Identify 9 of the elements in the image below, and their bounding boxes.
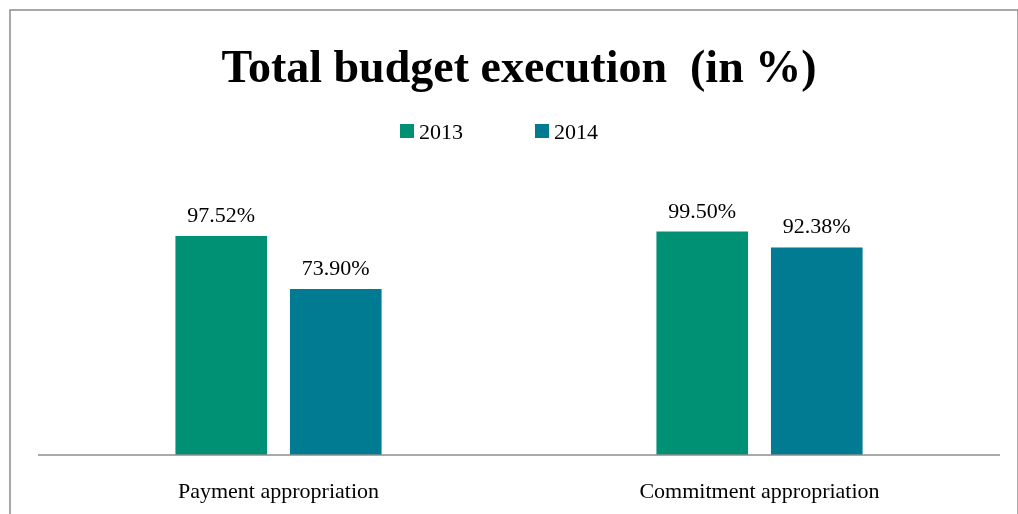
legend-label: 2013 [419,119,463,144]
legend-label: 2014 [554,119,598,144]
x-tick-label: Commitment appropriation [639,478,880,503]
data-label: 92.38% [782,213,851,239]
x-tick-label: Payment appropriation [177,478,380,503]
data-label: 73.90% [301,255,370,280]
chart-title: Total budget execution (in %) [221,41,817,92]
data-label: 97.52% [187,201,256,227]
data-label: 99.50% [668,197,737,223]
